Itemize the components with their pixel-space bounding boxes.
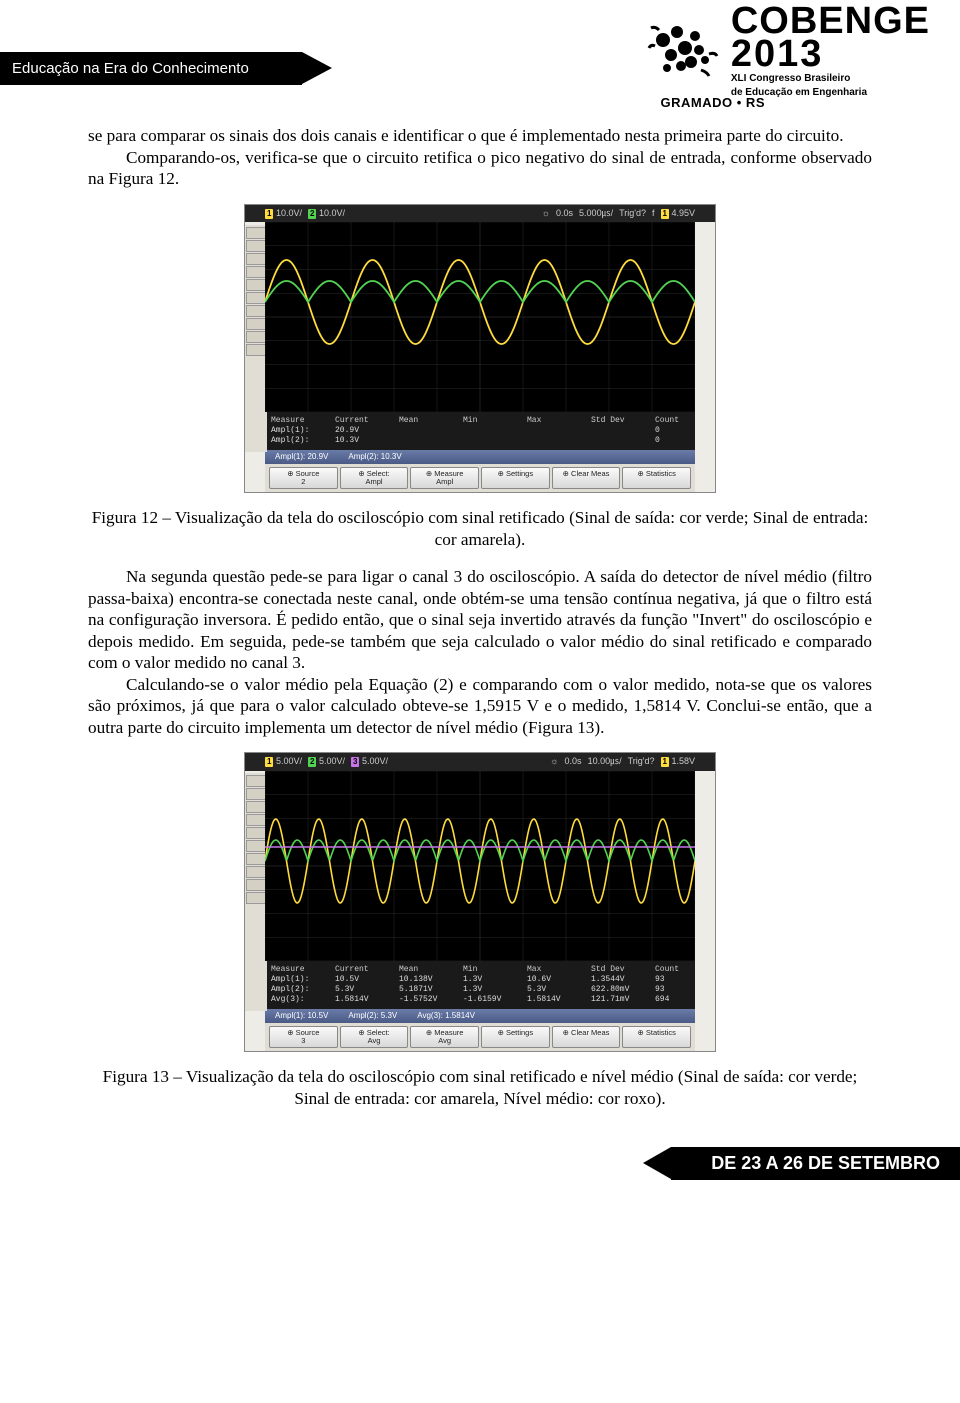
scope12-screen (265, 222, 695, 412)
scope13-status: Ampl(1): 10.5VAmpl(2): 5.3VAvg(3): 1.581… (265, 1009, 695, 1023)
menu-button[interactable]: ⊕ Settings (481, 1026, 550, 1049)
caption-12: Figura 12 – Visualização da tela do osci… (88, 507, 872, 550)
figure-12: 1 10.0V/ 2 10.0V/ ☼ 0.0s 5.000㎲/ Trig'd?… (88, 204, 872, 494)
figure-13: 1 5.00V/ 2 5.00V/ 3 5.00V/ ☼ 0.0s 10.00㎲… (88, 752, 872, 1052)
scope12-status: Ampl(1): 20.9VAmpl(2): 10.3V (265, 450, 695, 464)
scope13-topbar: 1 5.00V/ 2 5.00V/ 3 5.00V/ ☼ 0.0s 10.00㎲… (245, 753, 715, 770)
caption-13: Figura 13 – Visualização da tela do osci… (88, 1066, 872, 1109)
scope12-measurements: MeasureCurrentMeanMinMaxStd DevCount Amp… (265, 412, 695, 450)
menu-button[interactable]: ⊕ Clear Meas (552, 467, 621, 490)
scope13-menu: ⊕ Source3⊕ Select:Avg⊕ MeasureAvg⊕ Setti… (265, 1023, 695, 1052)
menu-button[interactable]: ⊕ Select:Ampl (340, 467, 409, 490)
scope12-topbar: 1 10.0V/ 2 10.0V/ ☼ 0.0s 5.000㎲/ Trig'd?… (245, 205, 715, 222)
menu-button[interactable]: ⊕ Clear Meas (552, 1026, 621, 1049)
menu-button[interactable]: ⊕ Source2 (269, 467, 338, 490)
para-2: Na segunda questão pede-se para ligar o … (88, 566, 872, 674)
menu-button[interactable]: ⊕ Source3 (269, 1026, 338, 1049)
footer-text: DE 23 A 26 DE SETEMBRO (671, 1147, 960, 1180)
menu-button[interactable]: ⊕ MeasureAmpl (410, 467, 479, 490)
para-3: Calculando-se o valor médio pela Equação… (88, 674, 872, 739)
para-1b: Comparando-os, verifica-se que o circuit… (88, 147, 872, 190)
logo-burst-icon (643, 10, 723, 90)
menu-button[interactable]: ⊕ MeasureAvg (410, 1026, 479, 1049)
scope12-menu: ⊕ Source2⊕ Select:Ampl⊕ MeasureAmpl⊕ Set… (265, 464, 695, 493)
logo-year: 2013 (731, 37, 930, 71)
menu-button[interactable]: ⊕ Settings (481, 467, 550, 490)
scope13-measurements: MeasureCurrentMeanMinMaxStd DevCount Amp… (265, 961, 695, 1009)
menu-button[interactable]: ⊕ Statistics (622, 1026, 691, 1049)
header-logo: COBENGE 2013 XLI Congresso Brasileiro de… (643, 0, 930, 99)
para-1a: se para comparar os sinais dos dois cana… (88, 125, 872, 147)
scope-sidebar (245, 773, 267, 1011)
page-header: Educação na Era do Conhecimento COBENGE … (0, 0, 960, 100)
scope13-screen (265, 771, 695, 961)
header-tagline: Educação na Era do Conhecimento (0, 52, 302, 85)
header-location: GRAMADO • RS (661, 95, 765, 110)
menu-button[interactable]: ⊕ Select:Avg (340, 1026, 409, 1049)
menu-button[interactable]: ⊕ Statistics (622, 467, 691, 490)
page-footer: DE 23 A 26 DE SETEMBRO (0, 1139, 960, 1189)
logo-sub1: XLI Congresso Brasileiro (731, 73, 930, 85)
scope-sidebar (245, 225, 267, 453)
page-content: se para comparar os sinais dos dois cana… (0, 125, 960, 1109)
